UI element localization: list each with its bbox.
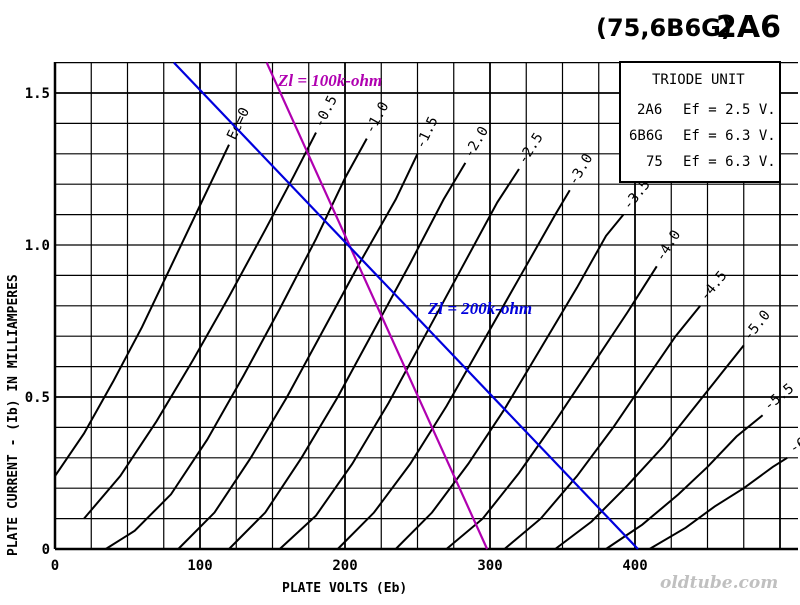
- y-tick-label: 0: [42, 542, 50, 558]
- y-axis-label: PLATE CURRENT - (Ib) IN MILLIAMPERES: [6, 274, 21, 556]
- curve-label-5: -2.5: [515, 130, 547, 167]
- legend-ef-2a6: Ef = 2.5 V.: [683, 102, 776, 118]
- curve-label-10: -5.0: [740, 307, 774, 343]
- watermark: oldtube.com: [660, 573, 778, 593]
- load-line-label-100k: Zl = 100k-ohm: [277, 71, 382, 90]
- y-tick-label: 1.0: [25, 238, 50, 254]
- curve-label-4: -2.0: [461, 124, 492, 161]
- load-lines: Zl = 100k-ohm Zl = 200k-ohm: [173, 61, 639, 550]
- plate-curve-7: [395, 213, 625, 550]
- y-tick-label: 0.5: [25, 390, 50, 406]
- load-line-0: [265, 62, 489, 550]
- plate-curve-5: [279, 168, 520, 550]
- x-tick-label: 300: [477, 558, 502, 574]
- legend-box: TRIODE UNIT 2A6 Ef = 2.5 V. 6B6G Ef = 6.…: [619, 61, 781, 183]
- load-line-label-200k: Zl = 200k-ohm: [427, 299, 532, 318]
- plate-curve-11: [605, 414, 764, 550]
- curve-label-2: -1.0: [362, 99, 392, 136]
- plate-curve-2: [105, 138, 368, 550]
- legend-tube-6b6g: 6B6G: [629, 128, 663, 144]
- plate-curve-8: [445, 265, 658, 550]
- plate-curve-9: [503, 305, 702, 550]
- plate-curve-0: [54, 144, 230, 477]
- curve-label-8: -4.0: [653, 227, 685, 264]
- x-tick-label: 200: [332, 558, 357, 574]
- curve-label-9: -4.5: [697, 268, 731, 304]
- plate-curve-3: [177, 153, 419, 550]
- legend-ef-6b6g: Ef = 6.3 V.: [683, 128, 776, 144]
- plate-curve-12: [648, 456, 788, 550]
- legend-title: TRIODE UNIT: [652, 72, 745, 88]
- y-tick-label: 1.5: [25, 86, 50, 102]
- curve-label-1: -0.5: [311, 93, 341, 130]
- chart-title: 2A6: [716, 10, 781, 45]
- plate-curve-6: [337, 189, 571, 550]
- axis-ticks: 0 100 200 300 400 0 0.5 1.0 1.5: [25, 86, 648, 574]
- legend-ef-75: Ef = 6.3 V.: [683, 154, 776, 170]
- legend-tube-2a6: 2A6: [637, 102, 662, 118]
- x-tick-label: 0: [51, 558, 59, 574]
- x-tick-label: 400: [622, 558, 647, 574]
- plate-curve-10: [554, 344, 745, 550]
- x-tick-label: 100: [187, 558, 212, 574]
- curve-label-6: -3.0: [565, 151, 596, 188]
- plate-curve-4: [228, 162, 467, 550]
- legend-tube-75: 75: [646, 154, 663, 170]
- chart-subtitle: (75,6B6G): [596, 14, 732, 42]
- load-line-1: [173, 61, 639, 550]
- curve-label-12: -6.0: [787, 426, 800, 458]
- x-axis-label: PLATE VOLTS (Eb): [282, 581, 407, 596]
